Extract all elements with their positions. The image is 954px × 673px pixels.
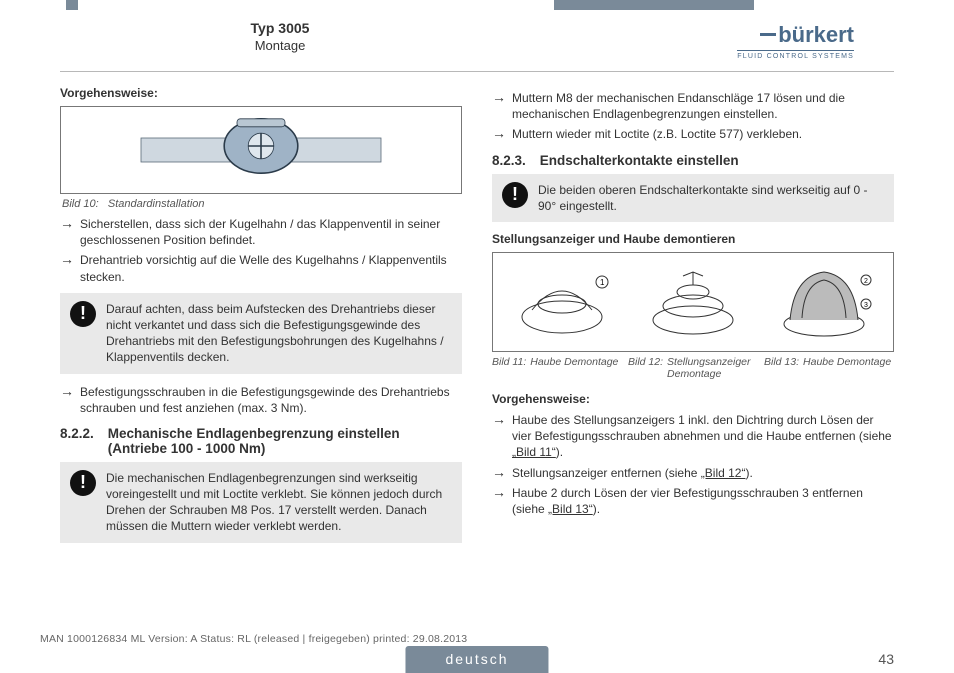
note-box-2: ! Die mechanischen Endlagenbegrenzungen … (60, 462, 462, 543)
ref-link-bild-13[interactable]: „Bild 13“ (548, 502, 593, 516)
brand-tagline: FLUID CONTROL SYSTEMS (737, 50, 854, 60)
step-post: ). (556, 445, 563, 459)
step-text: Befestigungsschrauben in die Befestigung… (80, 384, 462, 416)
section-title: Mechanische Endlagenbegrenzung einstelle… (108, 426, 462, 456)
list-item: → Muttern M8 der mechanischen Endanschlä… (492, 90, 894, 122)
figure-12-text: Stellungsanzeiger Demontage (667, 356, 758, 380)
brand-logo: bürkert FLUID CONTROL SYSTEMS (737, 22, 854, 60)
note-text-1: Darauf achten, dass beim Aufstecken des … (106, 301, 452, 366)
note-text-3: Die beiden oberen Endschalterkontakte si… (538, 182, 884, 214)
step-text: Drehantrieb vorsichtig auf die Welle des… (80, 252, 462, 284)
figure-10-label: Bild 10: (62, 198, 99, 210)
section-number: 8.2.2. (60, 426, 94, 456)
figure-11-caption: Bild 11: Haube Demontage (492, 356, 622, 380)
figures-11-13-captions: Bild 11: Haube Demontage Bild 12: Stellu… (492, 356, 894, 380)
arrow-icon: → (492, 465, 506, 481)
arrow-icon: → (492, 126, 506, 142)
svg-text:3: 3 (864, 302, 868, 309)
list-item: → Befestigungsschrauben in die Befestigu… (60, 384, 462, 416)
proc-heading-right: Vorgehensweise: (492, 392, 894, 406)
step-text: Muttern wieder mit Loctite (z.B. Loctite… (512, 126, 894, 142)
note-box-1: ! Darauf achten, dass beim Aufstecken de… (60, 293, 462, 374)
type-line: Typ 3005 (180, 20, 380, 36)
proc-heading-left: Vorgehensweise: (60, 86, 462, 100)
step-post: ). (593, 502, 600, 516)
step-text: Haube 2 durch Lösen der vier Befestigung… (512, 485, 894, 517)
step-post: ). (745, 466, 752, 480)
header-title-block: Typ 3005 Montage (180, 20, 380, 53)
section-number: 8.2.3. (492, 153, 526, 168)
section-title: Endschalterkontakte einstellen (540, 153, 894, 168)
page-number: 43 (878, 651, 894, 667)
right-column: → Muttern M8 der mechanischen Endanschlä… (492, 86, 894, 623)
svg-text:2: 2 (864, 278, 868, 285)
step-pre: Haube des Stellungsanzeigers 1 inkl. den… (512, 413, 892, 443)
note-box-3: ! Die beiden oberen Endschalterkontakte … (492, 174, 894, 222)
figure-13-label: Bild 13: (764, 356, 799, 380)
figure-10-illustration (67, 113, 455, 187)
content-columns: Vorgehensweise: Bild 10: Standardinstall… (60, 86, 894, 623)
svg-text:1: 1 (600, 278, 605, 287)
step-text: Stellungsanzeiger entfernen (siehe „Bild… (512, 465, 894, 481)
note-text-2: Die mechanischen Endlagenbegrenzungen si… (106, 470, 452, 535)
figure-10-caption: Bild 10: Standardinstallation (62, 198, 462, 210)
figure-11-label: Bild 11: (492, 356, 526, 380)
ref-link-bild-12[interactable]: „Bild 12“ (701, 466, 746, 480)
step-text: Sicherstellen, dass sich der Kugelhahn /… (80, 216, 462, 248)
figure-11-illustration: 1 (499, 259, 624, 345)
list-item: → Stellungsanzeiger entfernen (siehe „Bi… (492, 465, 894, 481)
figure-13-text: Haube Demontage (803, 356, 891, 380)
figure-12-illustration (630, 259, 755, 345)
arrow-icon: → (60, 252, 74, 284)
warning-icon: ! (70, 470, 96, 496)
brand-wordmark: bürkert (737, 22, 854, 48)
arrow-icon: → (492, 485, 506, 517)
top-tab-right (554, 0, 754, 10)
right-steps-top: → Muttern M8 der mechanischen Endanschlä… (492, 90, 894, 143)
arrow-icon: → (60, 216, 74, 248)
figure-10-box (60, 106, 462, 194)
warning-icon: ! (70, 301, 96, 327)
header: Typ 3005 Montage bürkert FLUID CONTROL S… (60, 18, 894, 72)
header-subline: Montage (180, 38, 380, 53)
list-item: → Haube 2 durch Lösen der vier Befestigu… (492, 485, 894, 517)
arrow-icon: → (492, 90, 506, 122)
figures-11-13-box: 1 2 3 (492, 252, 894, 352)
figure-10-text: Standardinstallation (108, 198, 205, 210)
figure-13-illustration: 2 3 (762, 259, 887, 345)
list-item: → Drehantrieb vorsichtig auf die Welle d… (60, 252, 462, 284)
ref-link-bild-11[interactable]: „Bild 11“ (512, 445, 556, 459)
step-text: Haube des Stellungsanzeigers 1 inkl. den… (512, 412, 894, 461)
right-steps-bottom: → Haube des Stellungsanzeigers 1 inkl. d… (492, 412, 894, 517)
page: Typ 3005 Montage bürkert FLUID CONTROL S… (0, 0, 954, 673)
left-column: Vorgehensweise: Bild 10: Standardinstall… (60, 86, 462, 623)
step-text: Muttern M8 der mechanischen Endanschläge… (512, 90, 894, 122)
section-823-heading: 8.2.3. Endschalterkontakte einstellen (492, 153, 894, 168)
figure-11-text: Haube Demontage (530, 356, 618, 380)
language-tab: deutsch (405, 646, 548, 673)
figure-13-caption: Bild 13: Haube Demontage (764, 356, 894, 380)
top-tab-left (66, 0, 78, 10)
sub-heading-disassembly: Stellungsanzeiger und Haube demontieren (492, 232, 894, 246)
arrow-icon: → (492, 412, 506, 461)
left-steps-2: → Befestigungsschrauben in die Befestigu… (60, 384, 462, 416)
top-tabs (0, 0, 954, 10)
figure-12-label: Bild 12: (628, 356, 663, 380)
list-item: → Sicherstellen, dass sich der Kugelhahn… (60, 216, 462, 248)
step-pre: Stellungsanzeiger entfernen (siehe (512, 466, 701, 480)
arrow-icon: → (60, 384, 74, 416)
warning-icon: ! (502, 182, 528, 208)
footer-meta: MAN 1000126834 ML Version: A Status: RL … (40, 633, 914, 645)
figure-12-caption: Bild 12: Stellungsanzeiger Demontage (628, 356, 758, 380)
list-item: → Haube des Stellungsanzeigers 1 inkl. d… (492, 412, 894, 461)
section-822-heading: 8.2.2. Mechanische Endlagenbegrenzung ei… (60, 426, 462, 456)
list-item: → Muttern wieder mit Loctite (z.B. Locti… (492, 126, 894, 142)
left-steps-1: → Sicherstellen, dass sich der Kugelhahn… (60, 216, 462, 285)
